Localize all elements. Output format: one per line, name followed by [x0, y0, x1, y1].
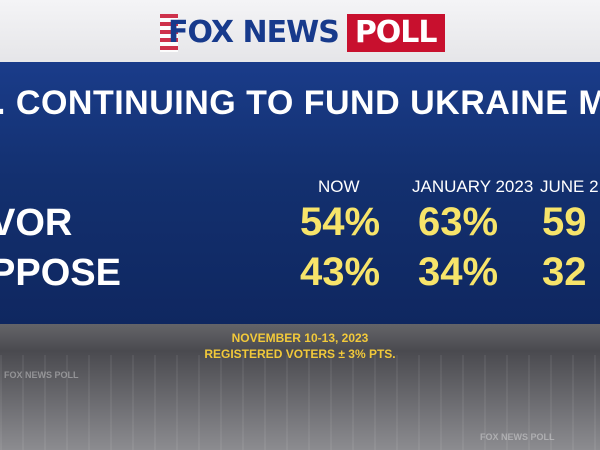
ghost-logo-right: FOX NEWS POLL [480, 432, 555, 442]
favor-june: 59 [542, 200, 587, 244]
background-texture [0, 355, 600, 450]
column-now: NOW [318, 177, 360, 196]
favor-january-2023: 63% [418, 200, 499, 244]
oppose-june: 32 [542, 250, 587, 294]
logo-fox-text: FOX NEWS [168, 15, 340, 50]
poll-footer: NOVEMBER 10-13, 2023 REGISTERED VOTERS ±… [0, 330, 600, 362]
row-label-favor: VOR [0, 202, 73, 244]
ghost-logo-left: FOX NEWS POLL [4, 370, 79, 380]
oppose-now: 43% [300, 250, 381, 294]
oppose-january-2023: 34% [418, 250, 499, 294]
fox-news-poll-logo: FOX NEWS POLL [168, 14, 445, 52]
poll-dates: NOVEMBER 10-13, 2023 [231, 331, 369, 345]
poll-question: . CONTINUING TO FUND UKRAINE MILITA [0, 84, 600, 122]
favor-now: 54% [300, 200, 381, 244]
row-label-oppose: PPOSE [0, 252, 121, 294]
poll-panel: . CONTINUING TO FUND UKRAINE MILITA NOW … [0, 62, 600, 324]
poll-sample: REGISTERED VOTERS ± 3% PTS. [204, 347, 396, 361]
column-january-2023: JANUARY 2023 [412, 177, 534, 196]
header-band [0, 0, 600, 60]
flag-icon [160, 14, 178, 52]
logo-poll-text: POLL [346, 14, 445, 52]
column-june: JUNE 2 [540, 177, 599, 196]
